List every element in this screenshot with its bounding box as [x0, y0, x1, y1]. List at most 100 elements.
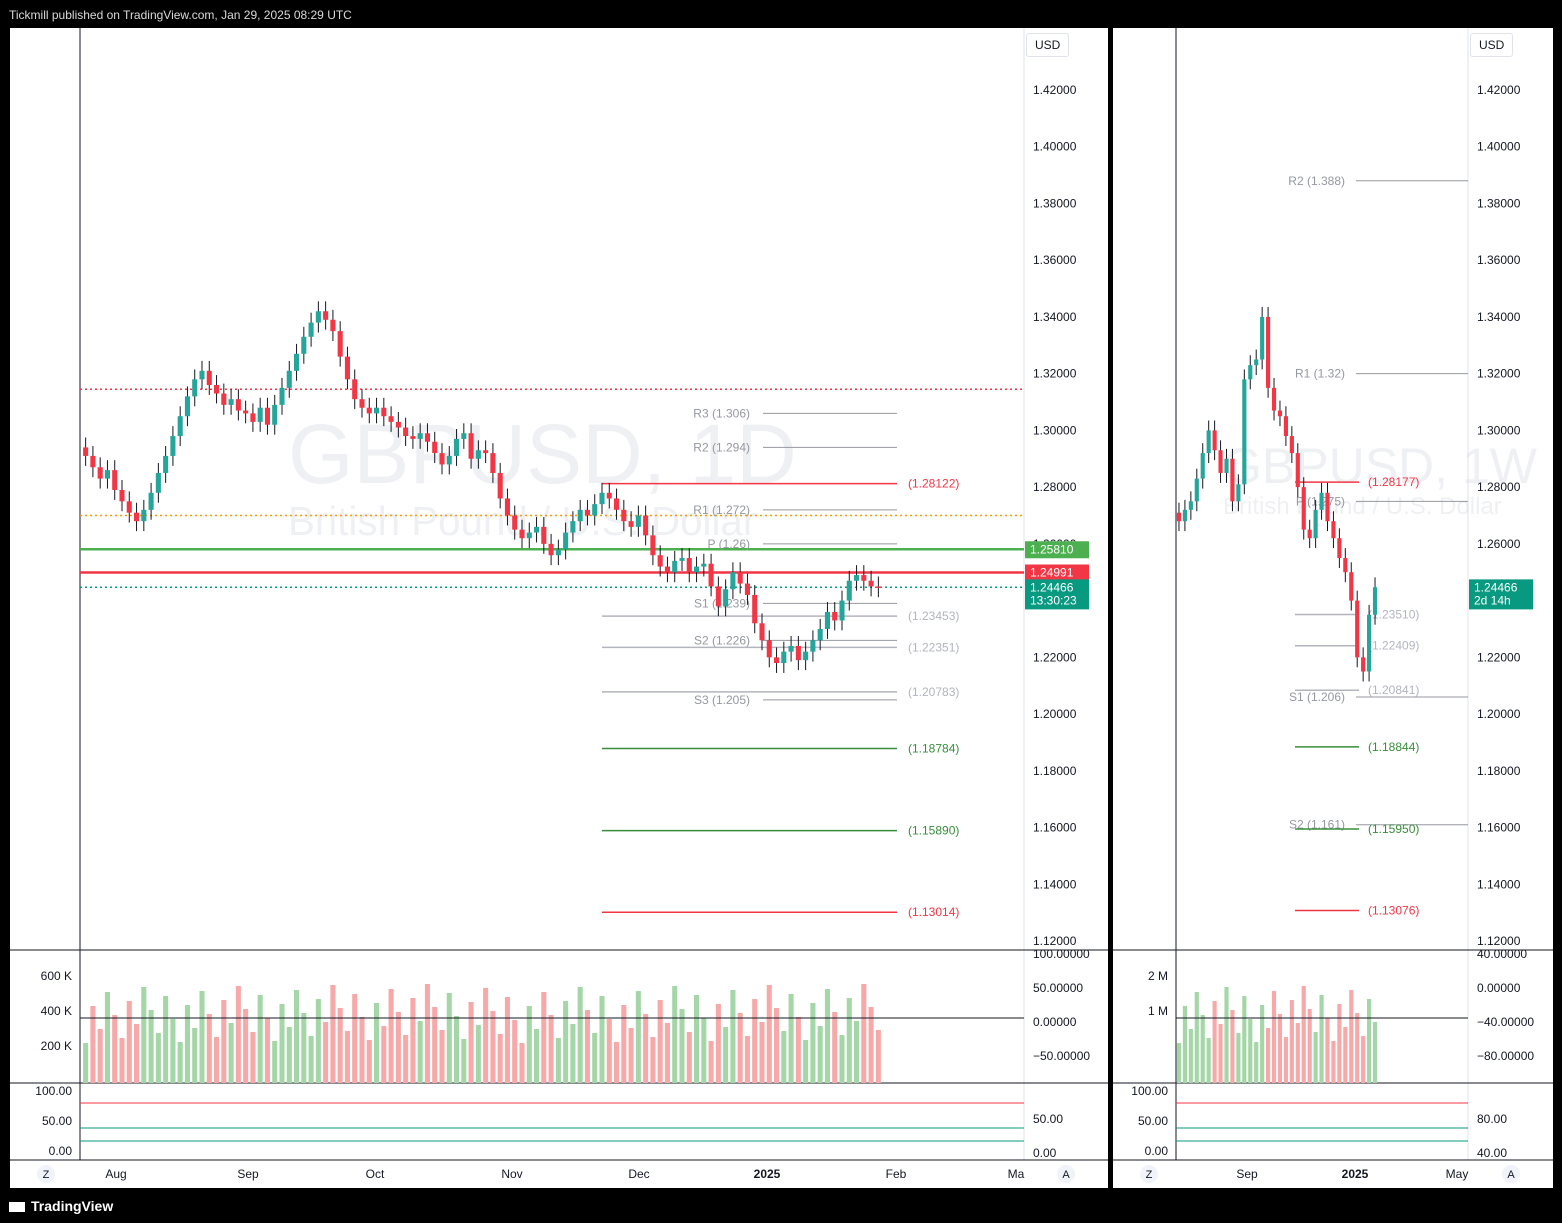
- volume-bar: [1230, 1010, 1235, 1083]
- target-level-label: (1.23453): [908, 609, 959, 623]
- candle-body: [141, 509, 147, 522]
- target-level-label: (1.20841): [1368, 683, 1419, 697]
- candle-body: [1349, 572, 1354, 601]
- symbol-watermark: GBPUSD, 1D: [288, 407, 797, 501]
- y-tick-label: 1.28000: [1033, 480, 1077, 494]
- candle-body: [1260, 316, 1265, 360]
- volume-bar: [679, 1009, 685, 1083]
- volume-bar: [410, 998, 416, 1083]
- target-level-label: (1.22409): [1368, 639, 1419, 653]
- candle-body: [788, 645, 794, 652]
- y-tick-label: 1.32000: [1477, 367, 1521, 381]
- x-tick-label: 2025: [1342, 1167, 1369, 1181]
- candle-body: [424, 433, 430, 442]
- candle-body: [781, 651, 787, 664]
- auto-scale-button: [1057, 1165, 1075, 1183]
- target-level-label: (1.20783): [908, 685, 959, 699]
- volume-bar: [235, 986, 241, 1083]
- candle-body: [744, 583, 750, 595]
- volume-bar: [446, 993, 452, 1083]
- x-tick-label: May: [1446, 1167, 1469, 1181]
- volume-bar: [832, 1012, 838, 1083]
- volume-bar: [723, 1027, 729, 1083]
- y-tick-label: 1.30000: [1477, 423, 1521, 437]
- volume-bar: [1331, 1041, 1336, 1083]
- candle-body: [868, 580, 874, 587]
- x-tick-label: Aug: [105, 1167, 126, 1181]
- candle-body: [795, 645, 801, 661]
- candle-body: [737, 572, 743, 584]
- pivot-label: S3 (1.205): [694, 693, 750, 707]
- tradingview-logo[interactable]: TradingView: [9, 1198, 113, 1214]
- x-tick-label: Sep: [1236, 1167, 1258, 1181]
- candle-body: [104, 470, 110, 479]
- stoch-left-tick: 50.00: [1138, 1114, 1168, 1128]
- chart-panel-daily[interactable]: GBPUSD, 1D British Pound / U.S. Dollar 1.4…: [10, 28, 1108, 1188]
- y-tick-label: 1.30000: [1033, 423, 1077, 437]
- volume-bar: [1295, 1023, 1300, 1083]
- volume-bar: [686, 1032, 692, 1083]
- oscillator-y-tick: 0.00000: [1033, 1015, 1077, 1029]
- candle-body: [1295, 453, 1300, 488]
- oscillator-y-tick: −80.00000: [1477, 1049, 1534, 1063]
- volume-bar: [861, 984, 867, 1083]
- volume-bar: [737, 1013, 743, 1083]
- volume-bar: [1307, 1009, 1312, 1083]
- volume-bar: [504, 997, 510, 1083]
- volume-bar: [774, 1008, 780, 1083]
- volume-bar: [744, 1036, 750, 1083]
- volume-bar: [83, 1043, 89, 1083]
- stoch-left-tick: 100.00: [35, 1084, 72, 1098]
- volume-bar: [199, 991, 205, 1083]
- candle-body: [163, 455, 169, 473]
- candle-body: [832, 611, 838, 621]
- y-tick-label: 1.36000: [1477, 253, 1521, 267]
- candle-body: [824, 611, 830, 629]
- brand-name: TradingView: [31, 1198, 114, 1214]
- volume-bar: [264, 1018, 270, 1083]
- candle-body: [504, 498, 510, 516]
- volume-bar: [803, 1040, 809, 1083]
- y-tick-label: 1.38000: [1033, 196, 1077, 210]
- volume-bar: [526, 1006, 532, 1083]
- volume-bar: [366, 1040, 372, 1083]
- volume-bar: [701, 1018, 707, 1083]
- volume-bar: [177, 1042, 183, 1083]
- candle-body: [294, 353, 300, 371]
- volume-bar: [1212, 1001, 1217, 1083]
- volume-bar: [824, 989, 830, 1083]
- candle-body: [177, 416, 183, 437]
- chart-panel-weekly[interactable]: GBPUSD, 1W British Pound / U.S. Dollar 1.4…: [1113, 28, 1553, 1188]
- volume-bar: [512, 1020, 518, 1083]
- volume-bar: [403, 1035, 409, 1083]
- candle-body: [548, 543, 554, 556]
- currency-selector-daily[interactable]: USD: [1026, 33, 1070, 57]
- zoom-toggle-label: Z: [1146, 1169, 1153, 1181]
- x-tick-label: Dec: [628, 1167, 649, 1181]
- candle-body: [330, 319, 336, 332]
- stoch-left-tick: 0.00: [1145, 1144, 1169, 1158]
- volume-bar: [1343, 1027, 1348, 1083]
- candle-body: [272, 404, 278, 425]
- volume-bar: [1266, 1028, 1271, 1083]
- candle-body: [1301, 487, 1306, 530]
- candle-body: [628, 521, 634, 527]
- candle-body: [228, 399, 234, 405]
- candle-body: [134, 512, 140, 522]
- zoom-toggle-label: Z: [43, 1169, 50, 1181]
- target-level-label: (1.18844): [1368, 740, 1419, 754]
- candle-body: [810, 640, 816, 652]
- candle-body: [679, 558, 685, 561]
- symbol-watermark: GBPUSD, 1W: [1223, 438, 1538, 494]
- y-tick-label: 1.42000: [1477, 83, 1521, 97]
- volume-bar: [788, 994, 794, 1083]
- target-level-label: (1.13014): [908, 905, 959, 919]
- candle-body: [1289, 436, 1294, 454]
- volume-bar: [330, 985, 336, 1083]
- candle-body: [1325, 492, 1330, 522]
- pivot-label: S1 (1.206): [1289, 690, 1345, 704]
- currency-selector-weekly[interactable]: USD: [1470, 33, 1514, 57]
- candle-body: [759, 623, 765, 641]
